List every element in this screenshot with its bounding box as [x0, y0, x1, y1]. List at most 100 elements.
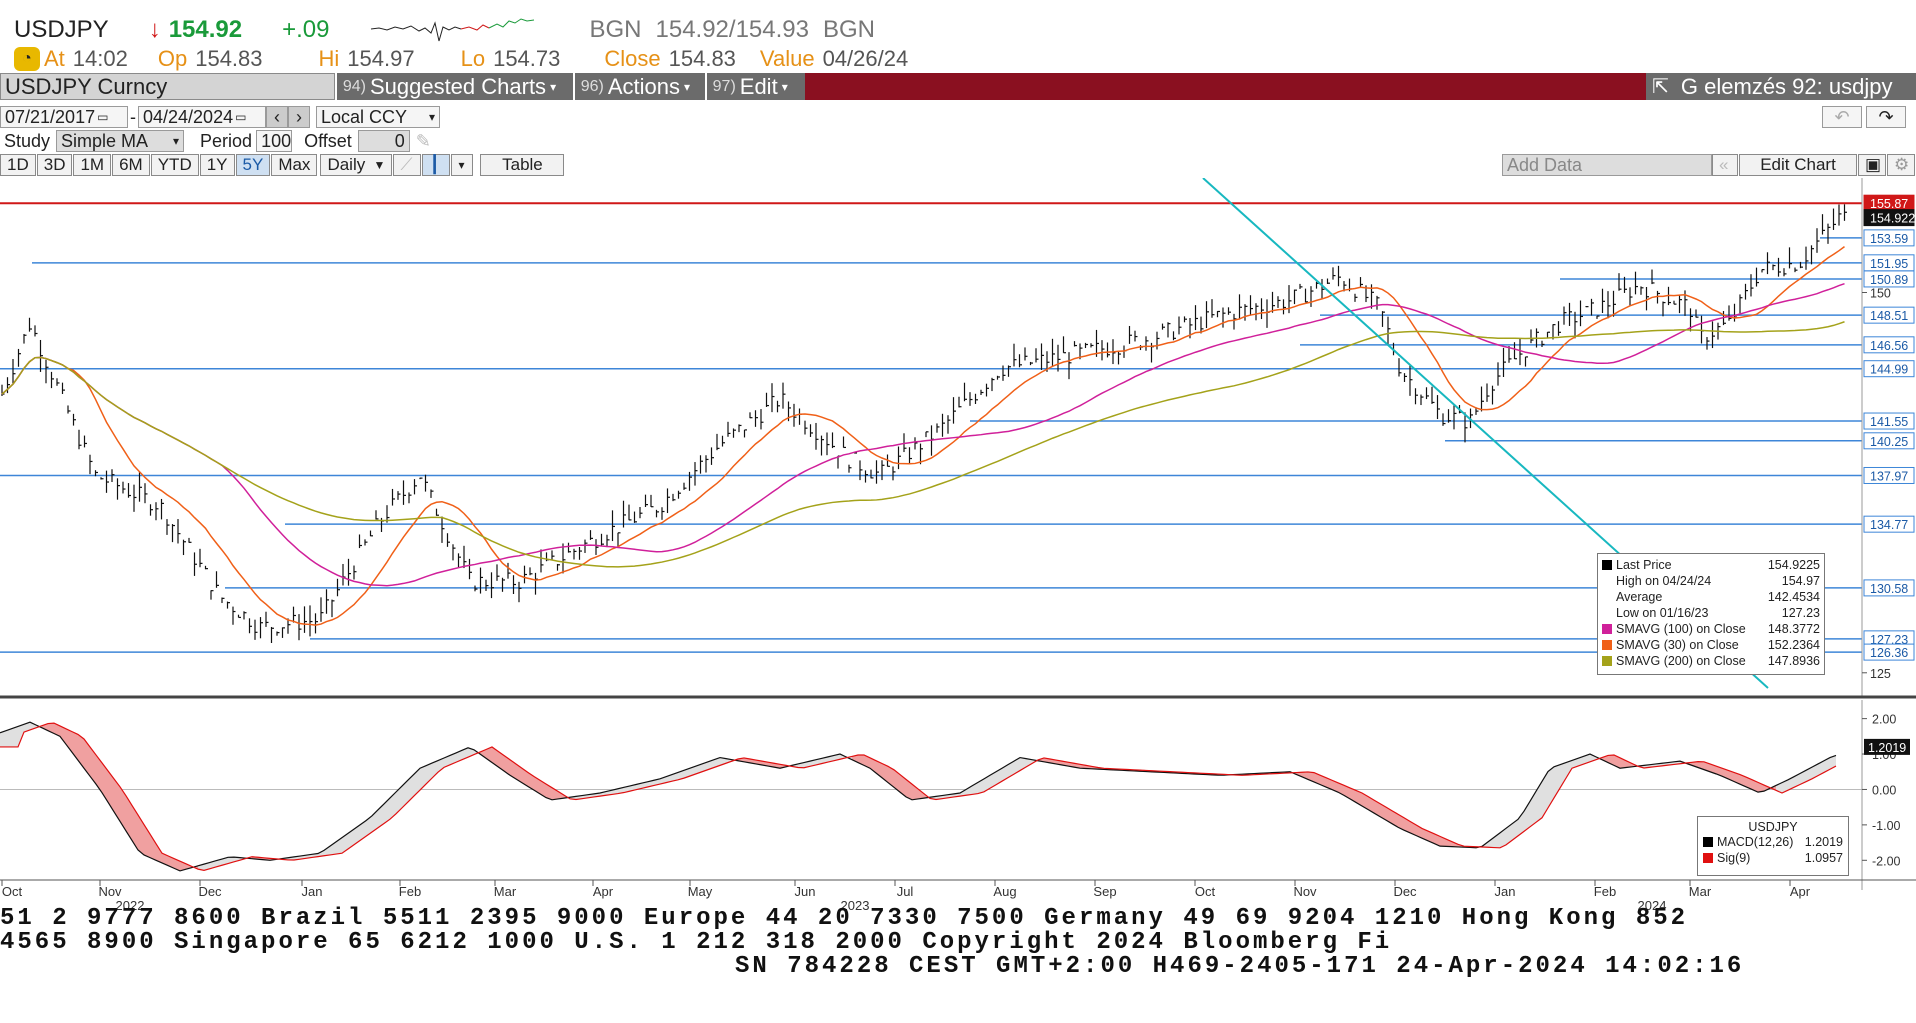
- legend-swatch: [1602, 640, 1612, 650]
- level-label: 127.23: [1870, 633, 1908, 647]
- calendar-icon[interactable]: ▭: [97, 110, 109, 124]
- collapse-icon[interactable]: «: [1712, 154, 1738, 176]
- macd-fill: [1746, 777, 1752, 790]
- range-tab-max[interactable]: Max: [271, 154, 318, 176]
- macd-fill: [360, 820, 366, 841]
- year-label: 2022: [116, 898, 145, 913]
- currency-select[interactable]: Local CCY ▾: [316, 106, 440, 128]
- macd-fill: [126, 795, 132, 841]
- chart-settings-icon[interactable]: ▣: [1858, 154, 1886, 176]
- period-input[interactable]: 100: [256, 130, 293, 152]
- period-label: Period: [200, 130, 253, 151]
- level-tag: [1863, 336, 1915, 354]
- edit-chart-button[interactable]: Edit Chart: [1739, 154, 1857, 176]
- macd-fill: [1614, 754, 1620, 769]
- range-tab-1d[interactable]: 1D: [0, 154, 36, 176]
- range-tab-1y[interactable]: 1Y: [199, 154, 235, 176]
- chart-title-bar[interactable]: ⇱ G elemzés 92: usdjpy: [1646, 73, 1916, 100]
- next-range-button[interactable]: ›: [288, 106, 310, 128]
- macd-fill: [852, 754, 858, 763]
- month-label: Jul: [897, 884, 914, 899]
- range-tab-6m[interactable]: 6M: [112, 154, 150, 176]
- macd-fill: [444, 755, 450, 768]
- offset-input[interactable]: 0: [357, 130, 410, 152]
- level-label: 134.77: [1870, 518, 1908, 532]
- add-data-input[interactable]: Add Data: [1502, 154, 1712, 176]
- macd-fill: [516, 763, 522, 783]
- gear-icon[interactable]: ⚙: [1887, 154, 1915, 176]
- frequency-select[interactable]: Daily ▼: [320, 154, 393, 176]
- range-tab-5y[interactable]: 5Y: [235, 154, 271, 176]
- macd-fill: [1800, 770, 1806, 785]
- range-toolbar: 1D 3D 1M 6M YTD 1Y 5Y Max Daily ▼ ⟋ ┃ ▾ …: [0, 154, 1916, 176]
- macd-fill: [96, 754, 102, 793]
- speedometer-icon[interactable]: ◔: [14, 47, 40, 71]
- ticker: USDJPY: [14, 16, 109, 43]
- prev-range-button[interactable]: ‹: [266, 106, 288, 128]
- macd-fill: [1368, 796, 1374, 814]
- edit-chart-label: Edit Chart: [1760, 155, 1836, 174]
- chevron-down-icon[interactable]: ▾: [451, 154, 474, 176]
- suggested-charts-menu[interactable]: 94) Suggested Charts ▾: [336, 73, 573, 100]
- study-select[interactable]: Simple MA ▾: [56, 130, 185, 152]
- chart-title: G elemzés 92: usdjpy: [1680, 73, 1893, 99]
- edit-menu[interactable]: 97) Edit ▾: [706, 73, 805, 100]
- macd-fill: [1512, 819, 1518, 841]
- chevron-down-icon: ▼: [373, 158, 386, 172]
- at-label: At: [44, 46, 65, 71]
- line-chart-icon[interactable]: ⟋: [393, 154, 422, 176]
- calendar-icon[interactable]: ▭: [235, 110, 247, 124]
- security-field[interactable]: USDJPY Curncy: [0, 73, 335, 100]
- macd-fill: [1782, 779, 1788, 793]
- level-label: 153.59: [1870, 232, 1908, 246]
- macd-fill: [678, 770, 684, 780]
- macd-fill: [210, 860, 216, 869]
- end-date-input[interactable]: 04/24/2024 ▭: [138, 106, 266, 128]
- legend-row: Low on 01/16/23 127.23: [1602, 605, 1820, 621]
- ohlc-row: ◔ At 14:02 Op 154.83 Hi 154.97 Lo 154.73…: [0, 46, 1916, 72]
- macd-fill: [372, 809, 378, 832]
- pop-out-icon[interactable]: ⇱: [1652, 76, 1669, 98]
- table-button[interactable]: Table: [480, 154, 565, 176]
- macd-fill: [504, 755, 510, 776]
- redo-button[interactable]: ↷: [1866, 106, 1906, 128]
- macd-fill: [156, 843, 162, 863]
- actions-menu[interactable]: 96) Actions ▾: [574, 73, 705, 100]
- range-tab-3d[interactable]: 3D: [36, 154, 73, 176]
- legend-label: Average: [1616, 590, 1663, 604]
- pencil-icon[interactable]: ✎: [415, 130, 431, 151]
- macd-fill: [690, 766, 696, 776]
- macd-fill: [54, 723, 60, 737]
- range-tab-ytd[interactable]: YTD: [150, 154, 199, 176]
- macd-fill: [1806, 767, 1812, 782]
- macd-fill: [450, 752, 456, 765]
- chevron-down-icon: ▾: [428, 110, 435, 124]
- level-tag: [1863, 515, 1915, 533]
- legend-row: SMAVG (30) on Close 152.2364: [1602, 637, 1820, 653]
- study-label: Study: [4, 130, 51, 151]
- macd-fill: [162, 853, 168, 866]
- macd-fill: [414, 768, 420, 796]
- macd-fill: [528, 772, 534, 791]
- macd-fill: [1002, 764, 1008, 782]
- macd-fill: [1710, 763, 1716, 774]
- study-value: Simple MA: [61, 130, 149, 151]
- bar-chart-icon[interactable]: ┃: [422, 154, 451, 176]
- macd-fill: [114, 778, 120, 822]
- sparkline-icon: [371, 18, 535, 42]
- undo-button[interactable]: ↶: [1822, 106, 1862, 128]
- macd-fill: [1572, 758, 1578, 769]
- legend-row: High on 04/24/24 154.97: [1602, 573, 1820, 589]
- macd-fill: [1812, 763, 1818, 779]
- footer-line-2: 4565 8900 Singapore 65 6212 1000 U.S. 1 …: [0, 929, 1393, 956]
- range-tab-1m[interactable]: 1M: [73, 154, 112, 176]
- macd-fill: [534, 776, 540, 794]
- macd-fill: [0, 730, 6, 747]
- macd-legend: USDJPY MACD(12,26) 1.2019 Sig(9) 1.0957: [1697, 816, 1849, 876]
- low-value: 154.73: [493, 46, 561, 71]
- start-date: 07/21/2017: [5, 106, 96, 127]
- price-chart[interactable]: 155.87154.9225153.59151.95150.89150148.5…: [0, 178, 1916, 918]
- start-date-input[interactable]: 07/21/2017 ▭: [0, 106, 128, 128]
- macd-fill: [1830, 755, 1836, 770]
- edit-label: Edit: [739, 73, 778, 99]
